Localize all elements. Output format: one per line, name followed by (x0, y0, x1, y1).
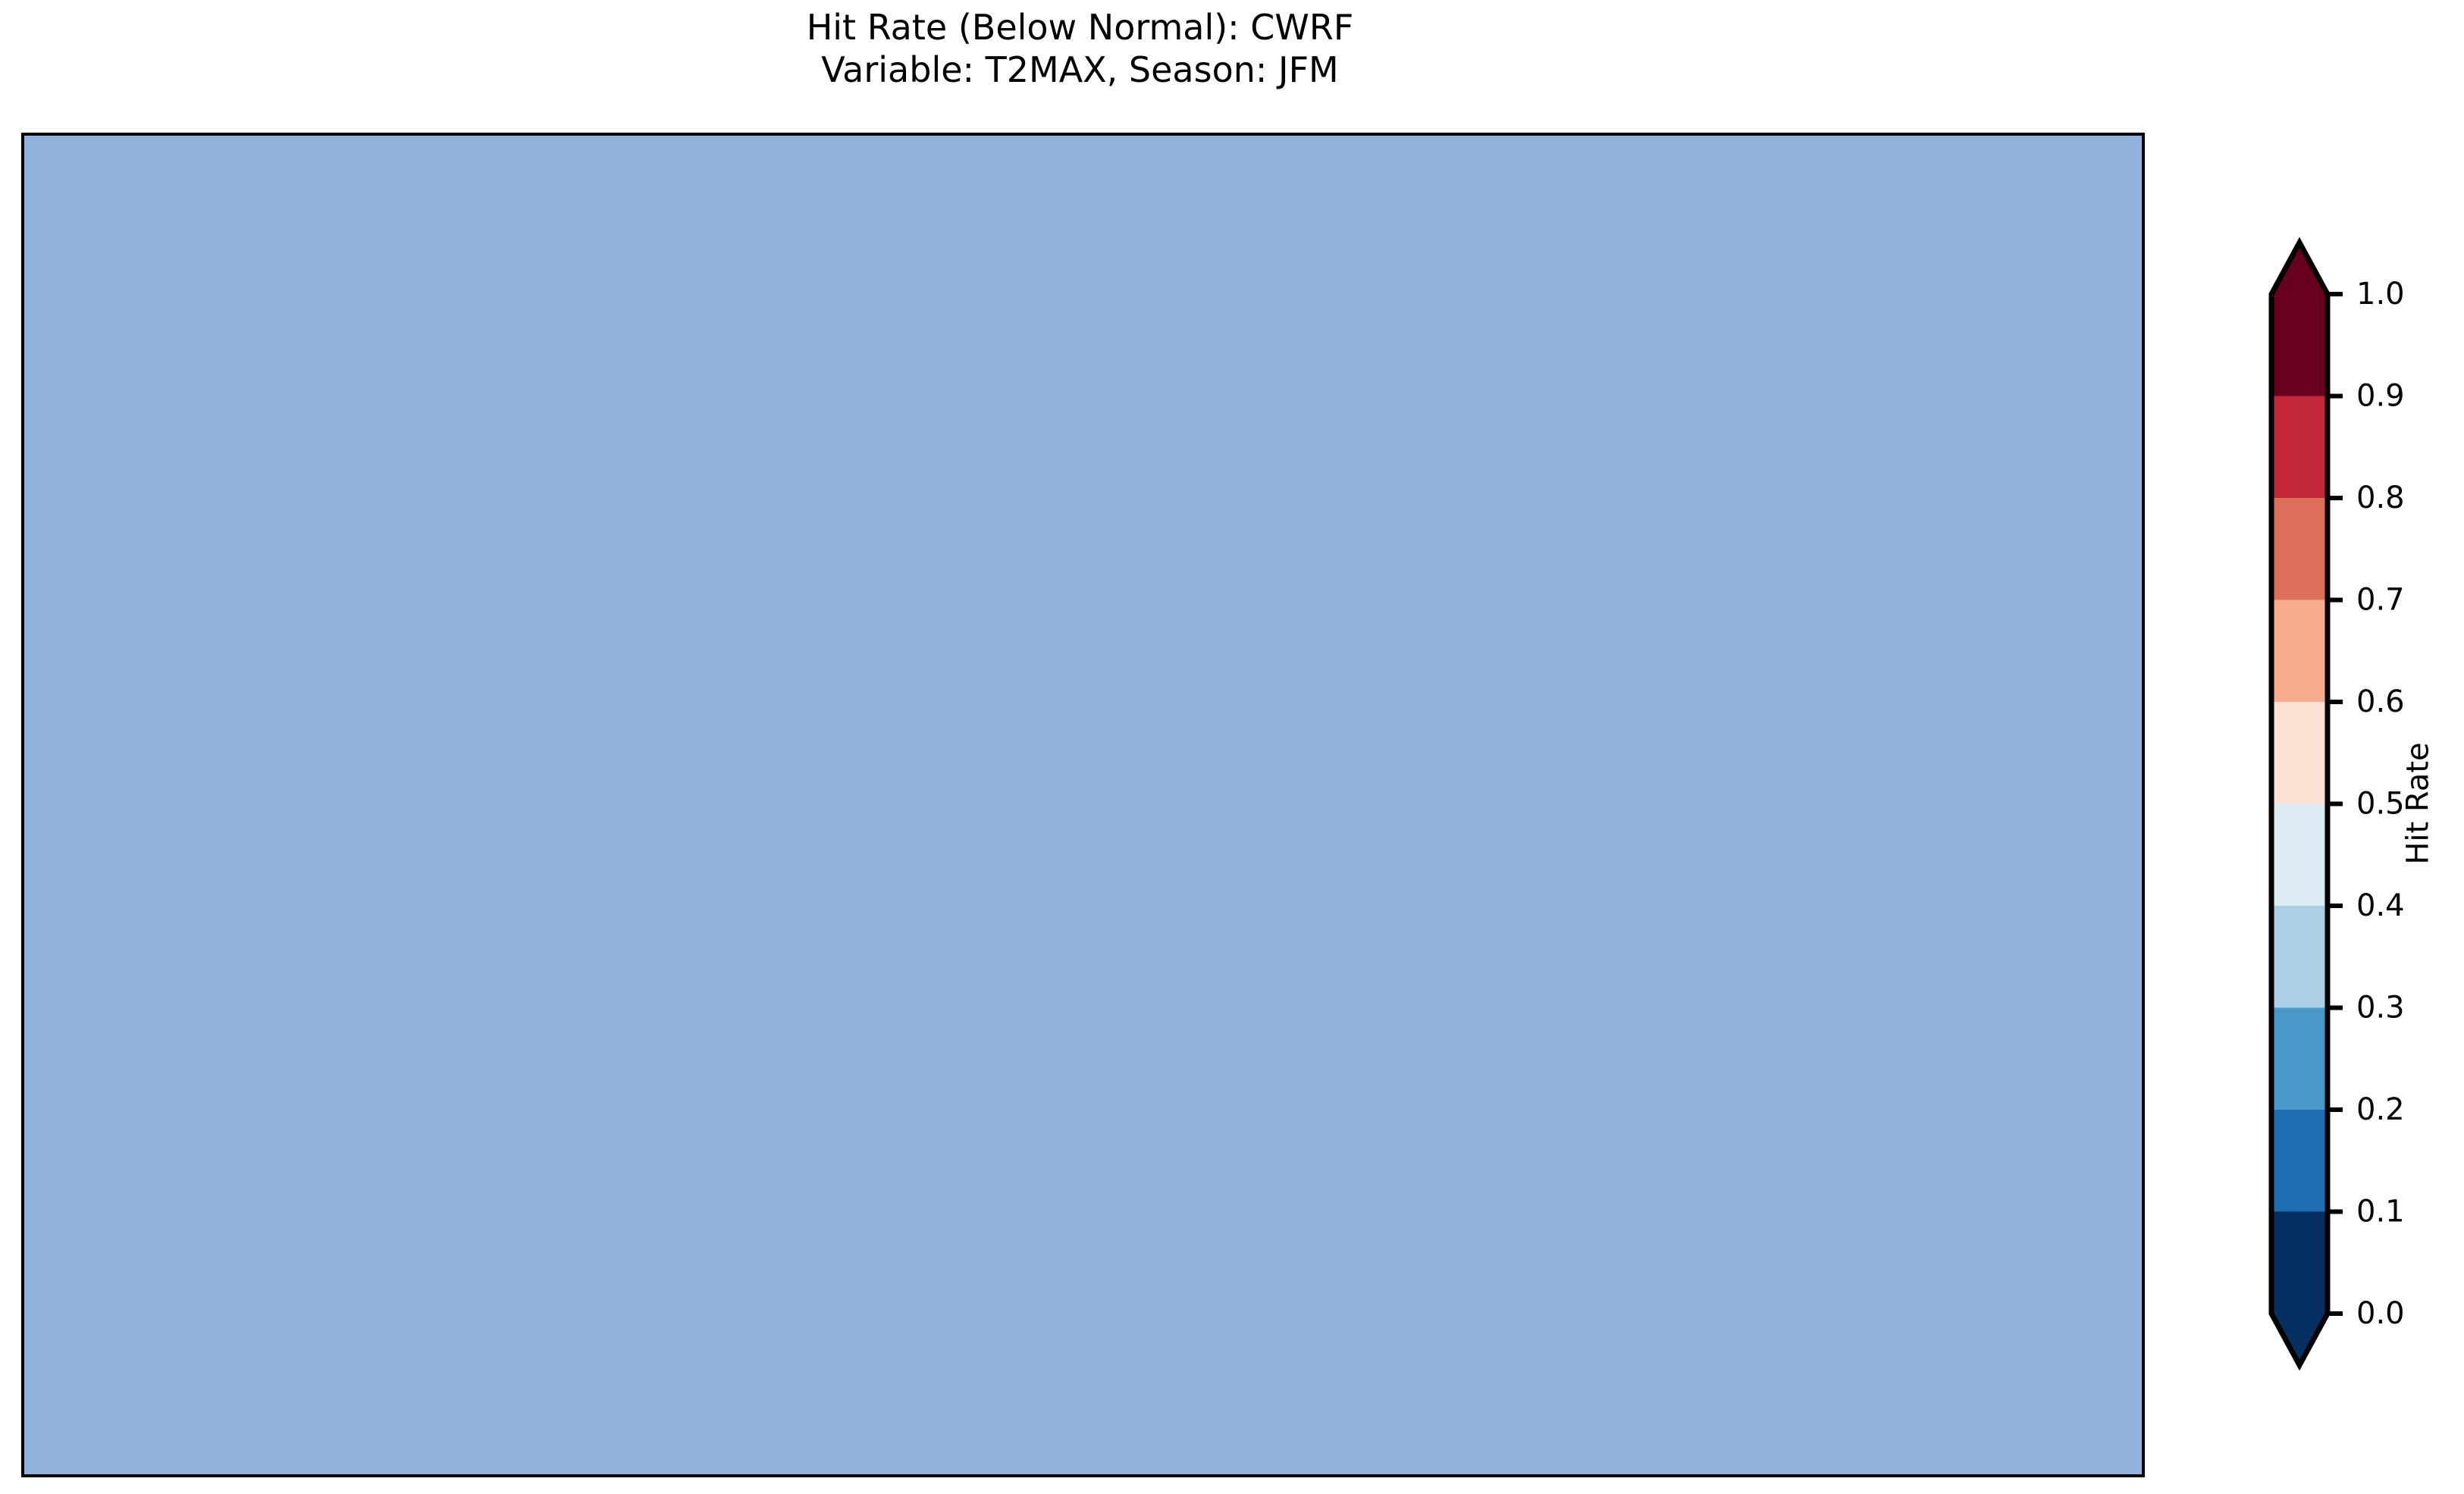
colorbar-extend-under (2271, 1314, 2328, 1365)
map-svg (24, 136, 2142, 1474)
map-plot-area (21, 133, 2145, 1477)
colorbar-ticks: 1.0 0.9 0.8 0.7 0.6 0.5 0.4 0.3 0.2 0.1 0.0 (2328, 277, 2405, 1331)
colorbar-band (2271, 1007, 2328, 1110)
colorbar-svg: 1.0 0.9 0.8 0.7 0.6 0.5 0.4 0.3 0.2 0.1 0.0 (2268, 236, 2405, 1371)
colorbar-band (2271, 1211, 2328, 1314)
colorbar-band (2271, 1110, 2328, 1213)
colorbar-tick-label: 0.9 (2356, 379, 2405, 414)
colorbar-tick-label: 0.3 (2356, 991, 2405, 1026)
colorbar-tick-label: 0.4 (2356, 888, 2405, 923)
colorbar-band (2271, 498, 2328, 601)
colorbar-tick-label: 0.5 (2356, 787, 2405, 822)
figure-title: Hit Rate (Below Normal): CWRF Variable: … (0, 6, 2160, 91)
colorbar-tick-label: 0.7 (2356, 583, 2405, 618)
colorbar-tick-label: 0.0 (2356, 1296, 2405, 1331)
colorbar-band (2271, 294, 2328, 397)
title-line-1: Hit Rate (Below Normal): CWRF (806, 7, 1354, 48)
colorbar-tick-label: 0.8 (2356, 481, 2405, 515)
colorbar-band (2271, 906, 2328, 1009)
colorbar-band (2271, 396, 2328, 499)
colorbar-extend-over (2271, 243, 2328, 294)
colorbar-band (2271, 702, 2328, 805)
ocean-background (24, 136, 2142, 1474)
colorbar-band (2271, 600, 2328, 703)
colorbar-bands (2271, 243, 2328, 1365)
colorbar[interactable]: 1.0 0.9 0.8 0.7 0.6 0.5 0.4 0.3 0.2 0.1 0.0 (2268, 236, 2405, 1371)
colorbar-tick-label: 0.1 (2356, 1195, 2405, 1229)
title-line-2: Variable: T2MAX, Season: JFM (821, 49, 1339, 91)
colorbar-tick-label: 0.6 (2356, 684, 2405, 719)
colorbar-label-text: Hit Rate (2401, 742, 2436, 865)
colorbar-tick-label: 0.2 (2356, 1092, 2405, 1127)
colorbar-band (2271, 803, 2328, 907)
colorbar-tick-label: 1.0 (2356, 277, 2405, 312)
